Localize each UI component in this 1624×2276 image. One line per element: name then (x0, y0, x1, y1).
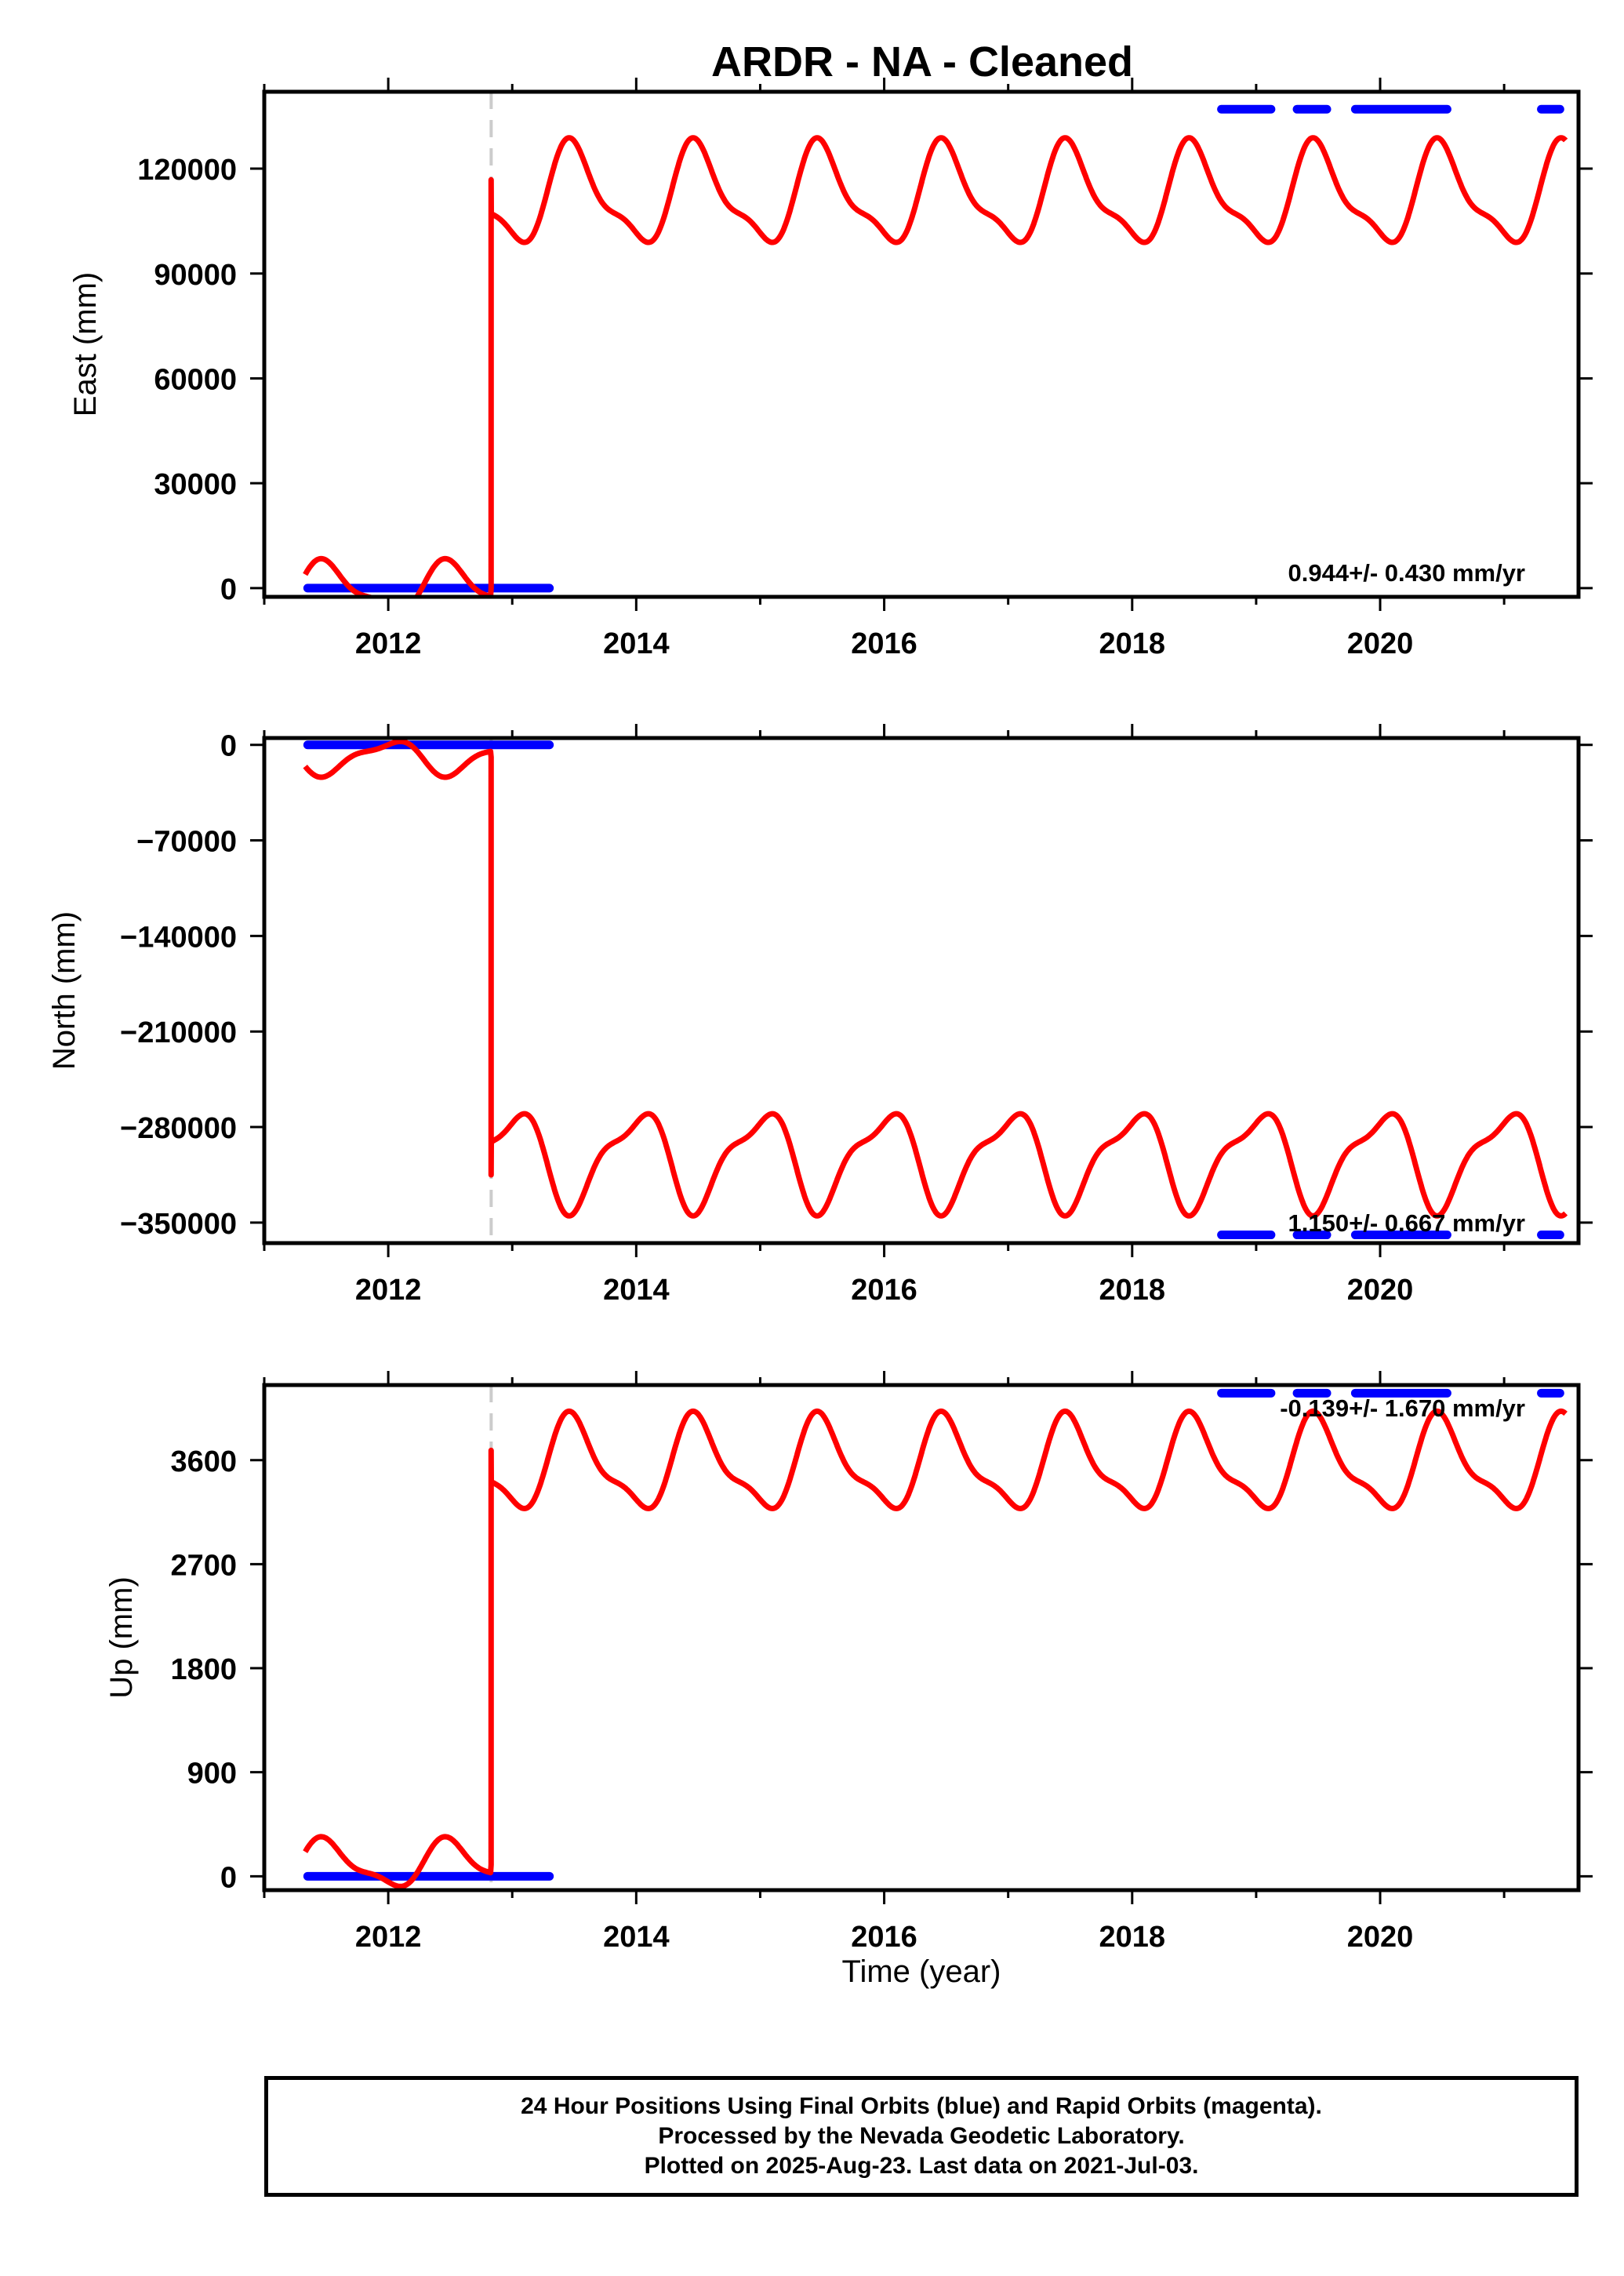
north-rate-label: 1.150+/- 0.667 mm/yr (1288, 1209, 1525, 1237)
up-model-curve (303, 1408, 1568, 1889)
footer-line-1: 24 Hour Positions Using Final Orbits (bl… (521, 2093, 1322, 2119)
east-x-tick-label: 2020 (1347, 627, 1414, 660)
north-x-tick-label: 2014 (603, 1274, 670, 1307)
east-x-tick-label: 2014 (603, 627, 670, 660)
up-y-tick-label: 0 (220, 1861, 237, 1894)
north-y-tick-label: −140000 (120, 921, 237, 954)
x-axis-label: Time (year) (842, 1954, 1001, 1989)
footer-box: 24 Hour Positions Using Final Orbits (bl… (264, 2076, 1579, 2197)
chart-title: ARDR - NA - Cleaned (711, 38, 1133, 85)
up-x-tick-label: 2018 (1099, 1921, 1166, 1954)
up-x-tick-label: 2014 (603, 1921, 670, 1954)
up-frame (262, 1383, 1581, 1892)
east-rate-label: 0.944+/- 0.430 mm/yr (1288, 559, 1525, 587)
footer-line-3: Plotted on 2025-Aug-23. Last data on 202… (644, 2153, 1199, 2179)
up-y-tick-label: 1800 (170, 1653, 237, 1686)
north-panel: 2012 2014 2016 2018 2020 0 −70000 −140000 −21000… (47, 724, 1593, 1307)
up-panel: 2012 2014 2016 2018 2020 0 900 1800 2700 3600 Up (… (104, 1371, 1593, 1954)
footer-line-2: Processed by the Nevada Geodetic Laborat… (658, 2123, 1185, 2149)
east-model-curve (303, 135, 1568, 597)
north-y-tick-label: 0 (220, 730, 237, 763)
north-y-tick-label: −350000 (120, 1208, 237, 1241)
north-x-tick-label: 2012 (355, 1274, 422, 1307)
east-y-tick-label: 60000 (154, 363, 237, 396)
up-y-axis-label: Up (mm) (104, 1576, 139, 1699)
up-y-tick-label: 900 (187, 1758, 237, 1791)
up-x-tick-label: 2020 (1347, 1921, 1414, 1954)
up-x-tick-label: 2016 (851, 1921, 917, 1954)
north-y-tick-label: −280000 (120, 1112, 237, 1145)
east-y-tick-label: 0 (220, 573, 237, 606)
up-y-tick-label: 2700 (170, 1549, 237, 1582)
up-rate-label: -0.139+/- 1.670 mm/yr (1280, 1394, 1525, 1422)
up-y-tick-label: 3600 (170, 1445, 237, 1478)
east-x-tick-label: 2016 (851, 627, 917, 660)
north-x-tick-label: 2020 (1347, 1274, 1414, 1307)
north-model-curve (303, 738, 1568, 1219)
up-x-tick-label: 2012 (355, 1921, 422, 1954)
east-y-tick-label: 30000 (154, 468, 237, 501)
north-x-tick-label: 2018 (1099, 1274, 1166, 1307)
north-frame (262, 736, 1581, 1245)
north-y-tick-label: −70000 (136, 826, 237, 859)
east-y-tick-label: 90000 (154, 259, 237, 292)
north-y-axis-label: North (mm) (47, 911, 82, 1070)
north-x-tick-label: 2016 (851, 1274, 917, 1307)
east-y-axis-label: East (mm) (68, 272, 103, 416)
east-frame (262, 89, 1581, 599)
east-x-tick-label: 2012 (355, 627, 422, 660)
east-panel: 2012 2014 2016 2018 2020 0 30000 60000 90000 1200… (68, 78, 1593, 660)
east-y-tick-label: 120000 (137, 154, 237, 187)
north-y-tick-label: −210000 (120, 1016, 237, 1049)
east-x-tick-label: 2018 (1099, 627, 1166, 660)
